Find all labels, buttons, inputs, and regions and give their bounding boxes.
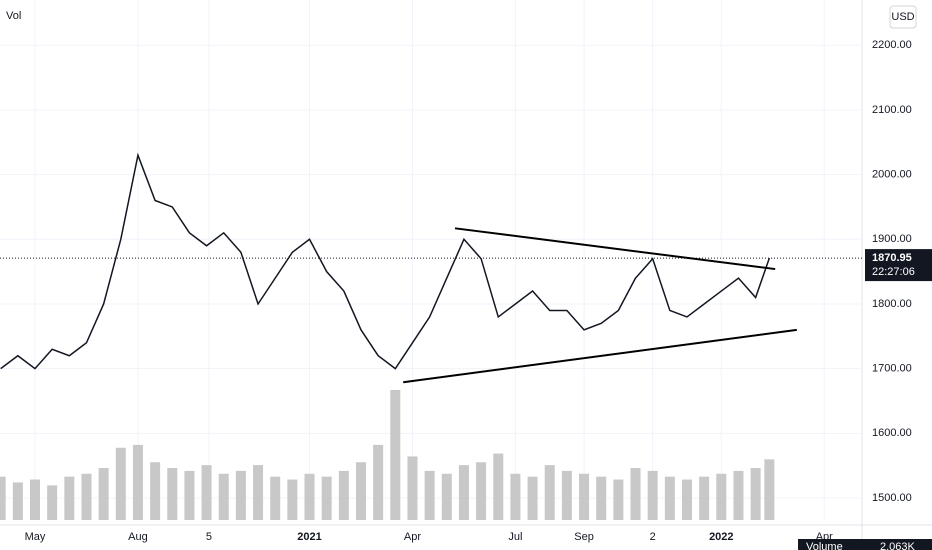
volume-bar <box>699 476 710 520</box>
volume-bar <box>253 465 264 520</box>
volume-bar <box>527 476 538 520</box>
volume-bar <box>47 485 58 520</box>
volume-bar <box>167 468 178 520</box>
volume-bar <box>30 479 41 520</box>
volume-bar <box>579 473 590 520</box>
volume-bar <box>338 470 349 520</box>
volume-bar <box>764 459 775 520</box>
y-tick-label: 1900.00 <box>872 233 912 245</box>
currency-label: USD <box>891 11 914 23</box>
volume-bar <box>355 462 366 520</box>
volume-bar <box>733 470 744 520</box>
x-tick-label: 5 <box>206 531 212 543</box>
volume-bar <box>476 462 487 520</box>
currency-button[interactable] <box>889 5 917 29</box>
volume-value: 2.063K <box>880 541 916 550</box>
volume-bar <box>407 456 418 520</box>
volume-bar <box>441 473 452 520</box>
series-label: Vol <box>6 10 21 22</box>
y-tick-label: 1500.00 <box>872 492 912 504</box>
volume-bar <box>98 468 109 520</box>
volume-label: Volume <box>806 541 843 550</box>
volume-bar <box>235 470 246 520</box>
price-label-box <box>865 249 932 282</box>
x-tick-label: Jul <box>508 531 522 543</box>
x-tick-label: Aug <box>128 531 148 543</box>
volume-bar <box>750 468 761 520</box>
volume-bar <box>373 444 384 520</box>
countdown-label: 22:27:06 <box>872 266 915 278</box>
x-tick-label: 2021 <box>297 531 321 543</box>
volume-bar <box>304 473 315 520</box>
volume-bar <box>630 468 641 520</box>
y-tick-label: 1800.00 <box>872 298 912 310</box>
volume-bar <box>81 473 92 520</box>
x-tick-label: Sep <box>574 531 594 543</box>
volume-bar <box>150 462 161 520</box>
price-line <box>0 152 771 370</box>
volume-bar <box>681 479 692 520</box>
volume-bar <box>321 476 332 520</box>
volume-bar <box>115 447 126 520</box>
y-tick-label: 2000.00 <box>872 169 912 181</box>
y-tick-label: 2100.00 <box>872 104 912 116</box>
volume-bar <box>596 476 607 520</box>
volume-bar <box>218 473 229 520</box>
volume-bar <box>647 470 658 520</box>
volume-bar <box>287 479 298 520</box>
volume-bar <box>510 473 521 520</box>
trendline <box>454 227 776 271</box>
volume-bar <box>64 476 75 520</box>
volume-bar <box>493 453 504 520</box>
x-tick-label: 2 <box>650 531 656 543</box>
x-tick-label: May <box>25 531 46 543</box>
volume-label-box <box>798 539 932 550</box>
volume-bar <box>201 465 212 520</box>
volume-bar <box>716 473 727 520</box>
x-tick-label: 2022 <box>709 531 733 543</box>
trendline <box>403 328 797 384</box>
y-tick-label: 1600.00 <box>872 427 912 439</box>
y-tick-label: 2200.00 <box>872 39 912 51</box>
y-tick-label: 1700.00 <box>872 363 912 375</box>
volume-bar <box>458 465 469 520</box>
volume-bar <box>561 470 572 520</box>
volume-bar <box>12 482 23 520</box>
volume-bar <box>544 465 555 520</box>
volume-bar <box>664 476 675 520</box>
volume-bar <box>0 476 6 520</box>
volume-bar <box>424 470 435 520</box>
volume-bar <box>184 470 195 520</box>
volume-bar <box>613 479 624 520</box>
volume-bar <box>132 444 143 520</box>
volume-bar <box>390 390 401 520</box>
price-label: 1870.95 <box>872 252 912 264</box>
x-tick-label: Apr <box>404 531 421 543</box>
volume-bar <box>270 476 281 520</box>
